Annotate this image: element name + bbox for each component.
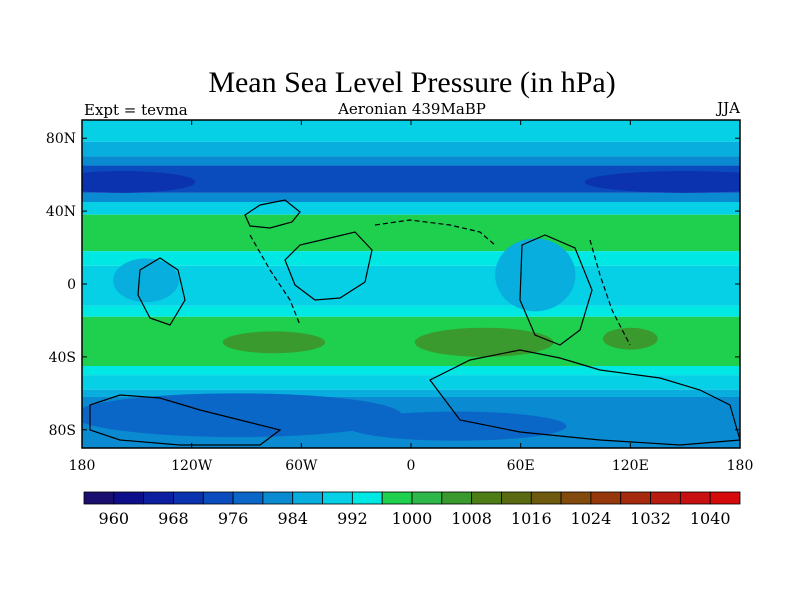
pressure-band-2	[82, 156, 740, 166]
y-tick-label: 0	[67, 277, 76, 293]
colorbar-box-1024	[590, 491, 622, 505]
coastline-laurentia	[244, 199, 301, 229]
pressure-band-7	[82, 251, 740, 266]
colorbar-label: 1040	[690, 509, 731, 528]
colorbar-box-1012	[501, 491, 532, 505]
colorbar-box-980	[262, 491, 294, 505]
chart-title: Mean Sea Level Pressure (in hPa)	[208, 66, 615, 99]
pressure-band-12	[82, 375, 740, 390]
colorbar-box-960	[113, 491, 145, 505]
pressure-feature-4	[113, 258, 179, 303]
pressure-band-13	[82, 389, 740, 397]
pressure-feature-3	[347, 411, 567, 441]
pressure-band-6	[82, 214, 740, 252]
pressure-feature-6	[222, 331, 326, 354]
colorbar-box-972	[202, 491, 234, 505]
colorbar-box-1032	[650, 491, 681, 505]
colorbar-box-1028	[620, 491, 651, 505]
colorbar-box-984	[292, 491, 323, 505]
colorbar-label: 1032	[630, 509, 671, 528]
x-tick-label: 180	[727, 458, 754, 474]
colorbar-label: 1000	[392, 509, 433, 528]
colorbar-box-956	[83, 491, 115, 505]
x-tick-label: 0	[407, 458, 416, 474]
colorbar-label: 1024	[571, 509, 612, 528]
x-tick-label: 60W	[285, 458, 318, 474]
x-tick-label: 120W	[171, 458, 213, 474]
experiment-label: Expt = tevma	[84, 101, 188, 119]
y-tick-label: 80N	[46, 131, 76, 147]
x-tick-label: 60E	[507, 458, 535, 474]
x-tick-label: 120E	[612, 458, 649, 474]
pressure-band-9	[82, 305, 740, 317]
pressure-band-8	[82, 265, 740, 306]
pressure-feature-7	[414, 327, 554, 357]
colorbar-box-1040	[709, 491, 741, 505]
y-tick-label: 40N	[46, 204, 76, 220]
pressure-feature-8	[602, 327, 658, 350]
colorbar-box-976	[232, 491, 264, 505]
colorbar-label: 976	[218, 509, 249, 528]
map-area	[82, 120, 740, 448]
colorbar-box-1004	[441, 491, 473, 505]
colorbar-box-992	[351, 491, 383, 505]
pressure-band-11	[82, 366, 740, 376]
colorbar-box-1008	[471, 491, 502, 505]
coastline-gondwana	[429, 349, 740, 446]
colorbar-label: 984	[277, 509, 308, 528]
y-axis: 80N 40N 0 40S 80S	[46, 131, 740, 439]
coastline-dashed-east	[589, 239, 631, 346]
coastlines	[89, 199, 740, 446]
colorbar: 960 968 976 984 992 1000 1008 1016 1024 1032 1040	[83, 491, 741, 528]
colorbar-box-988	[322, 491, 353, 505]
x-tick-label: 180	[69, 458, 96, 474]
pressure-feature-1	[584, 171, 740, 193]
season-label: JJA	[715, 99, 740, 117]
pressure-band-5	[82, 202, 740, 215]
coastline-west-island	[137, 257, 186, 326]
coastline-baltica	[519, 234, 593, 346]
colorbar-box-1016	[530, 491, 562, 505]
colorbar-label: 1008	[451, 509, 492, 528]
colorbar-label: 960	[99, 509, 130, 528]
coastline-south-west	[89, 394, 282, 446]
chart-subtitle: Aeronian 439MaBP	[337, 100, 486, 118]
x-axis: 180 120W 60W 0 60E 120E 180	[69, 120, 754, 474]
colorbar-label: 1016	[511, 509, 552, 528]
colorbar-box-996	[381, 491, 413, 505]
colorbar-box-968	[173, 491, 204, 505]
colorbar-box-1036	[679, 491, 711, 505]
coastline-dashed-arc	[249, 234, 301, 326]
colorbar-box-964	[143, 491, 174, 505]
pressure-feature-5	[495, 238, 576, 312]
pressure-feature-2	[82, 393, 402, 438]
coastline-dashed-north	[374, 219, 496, 246]
pressure-band-4	[82, 192, 740, 202]
y-tick-label: 40S	[49, 350, 76, 366]
y-tick-label: 80S	[49, 423, 76, 439]
pressure-feature-0	[82, 171, 196, 193]
pressure-band-0	[82, 120, 740, 142]
coastline-tropical-continent	[284, 231, 373, 301]
colorbar-box-1020	[560, 491, 592, 505]
pressure-band-1	[82, 141, 740, 157]
colorbar-box-1000	[411, 491, 443, 505]
colorbar-label: 992	[337, 509, 368, 528]
colorbar-label: 968	[158, 509, 189, 528]
